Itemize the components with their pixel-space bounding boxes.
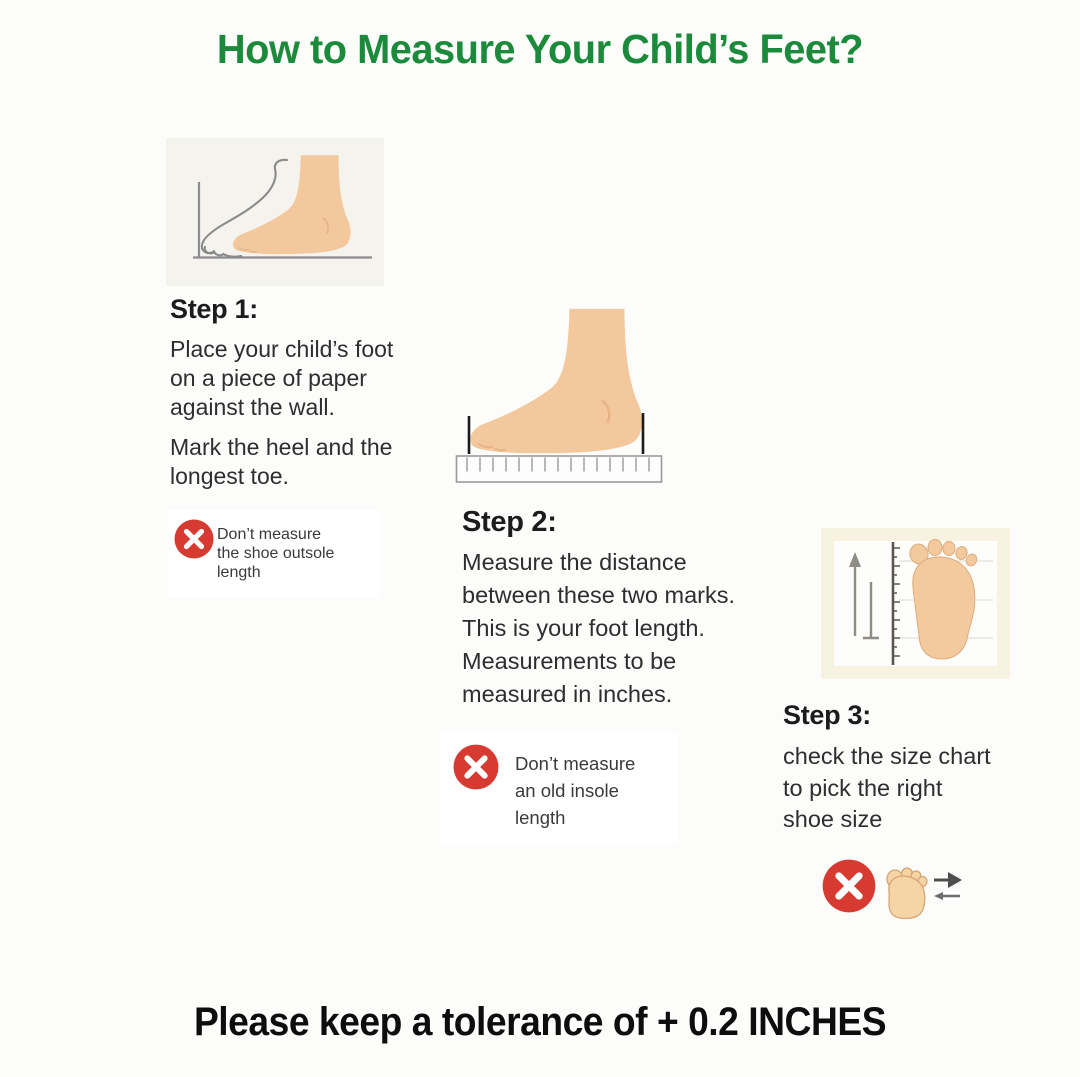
step1-text-line: Mark the heel and the <box>170 434 393 460</box>
foot-against-wall-icon <box>193 155 372 259</box>
x-circle-icon <box>174 519 214 559</box>
step3-heading: Step 3: <box>783 700 871 730</box>
step2-text-line: This is your foot length. <box>462 615 705 641</box>
x-circle-icon <box>822 859 876 913</box>
length-arrows-icon <box>932 868 964 908</box>
step2-text-line: Measurements to be <box>462 648 677 674</box>
step2-section: Step 2: Measure the distance between the… <box>462 506 772 711</box>
foot-toes-icon <box>884 864 928 922</box>
foot-on-ruler-icon <box>455 308 663 483</box>
step1-illustration <box>166 138 384 286</box>
step3-section: Step 3: check the size chart to pick the… <box>783 700 1023 836</box>
step1-text-line: on a piece of paper <box>170 365 367 391</box>
step3-text-line: shoe size <box>783 806 883 832</box>
tolerance-note: Please keep a tolerance of + 0.2 INCHES <box>193 1000 887 1044</box>
step1-warning-text: Don’t measure the shoe outsole length <box>217 526 335 581</box>
step1-text-line: longest toe. <box>170 463 289 489</box>
step2-text-line: Measure the distance <box>462 549 687 575</box>
step1-text-line: Place your child’s foot <box>170 336 394 362</box>
step3-text-line: to pick the right <box>783 774 943 801</box>
step2-text-line: between these two marks. <box>462 582 735 608</box>
foot-sole-ruler-icon <box>821 528 1010 679</box>
step2-warning-text: Don’t measure an old insole length <box>515 753 636 828</box>
step2-text-line: measured in inches. <box>462 681 673 707</box>
step3-illustration <box>821 528 1010 679</box>
x-circle-icon <box>453 744 499 790</box>
step1-heading: Step 1: <box>170 294 258 324</box>
page-title: How to Measure Your Child’s Feet? <box>216 26 864 72</box>
step2-heading: Step 2: <box>462 506 557 538</box>
step1-text-line: against the wall. <box>170 394 335 420</box>
step1-warning: Don’t measure the shoe outsole length <box>168 510 380 598</box>
step3-text-line: check the size chart <box>783 743 991 769</box>
step1-section: Step 1: Place your child’s foot on a pie… <box>170 294 416 491</box>
step2-illustration <box>453 301 668 487</box>
step3-warning-icons <box>820 856 1005 930</box>
step2-warning: Don’t measure an old insole length <box>440 732 678 844</box>
